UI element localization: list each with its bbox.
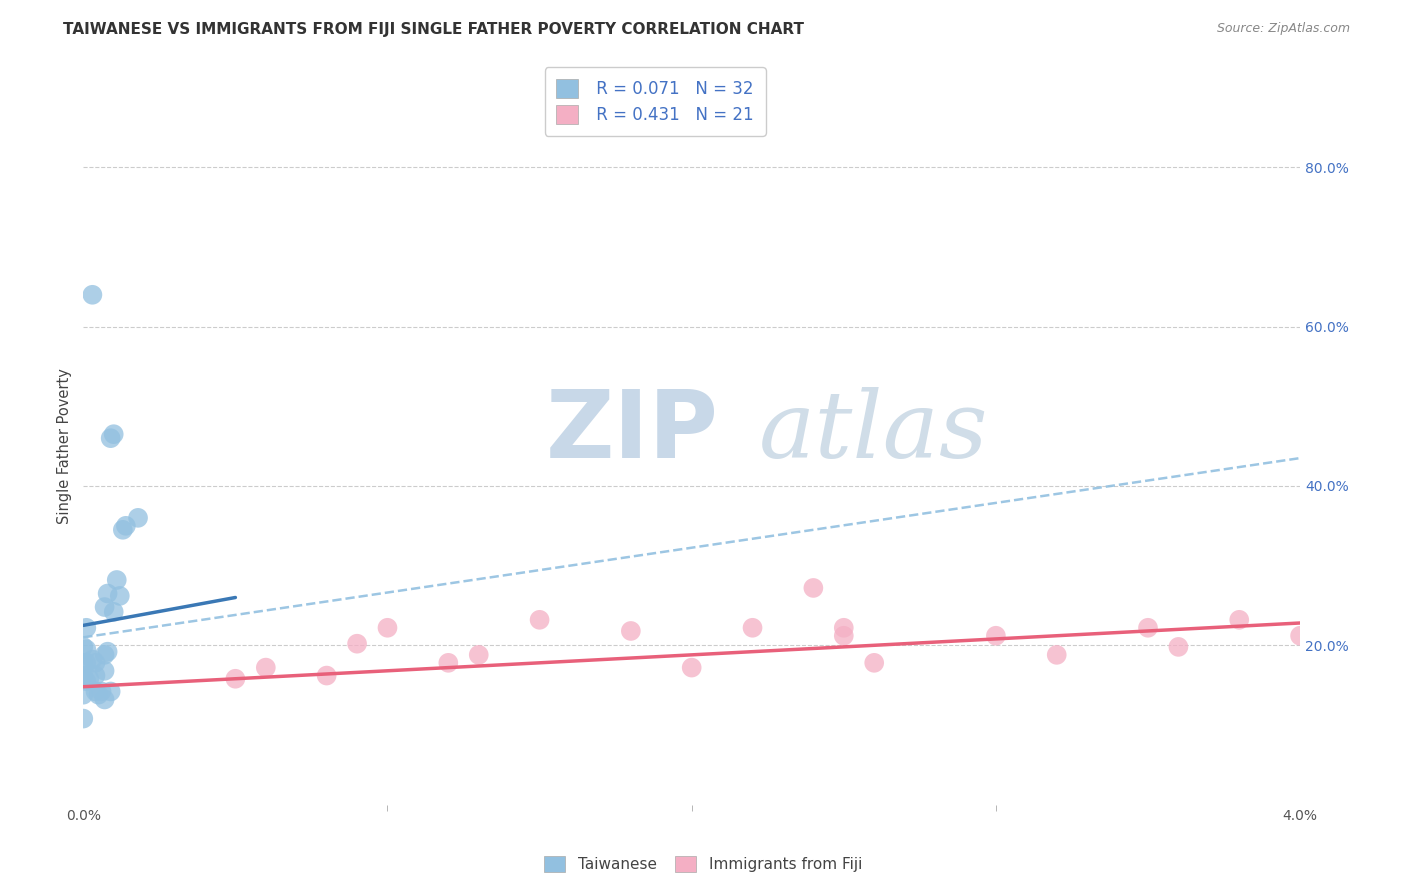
Point xyxy=(863,656,886,670)
Point xyxy=(84,656,107,670)
Legend:  R = 0.071   N = 32,  R = 0.431   N = 21: R = 0.071 N = 32, R = 0.431 N = 21 xyxy=(544,67,766,136)
Point xyxy=(1289,629,1312,643)
Point xyxy=(84,684,107,698)
Point xyxy=(377,621,399,635)
Point xyxy=(75,656,97,670)
Point xyxy=(346,637,368,651)
Point xyxy=(681,660,703,674)
Point xyxy=(72,640,94,654)
Point xyxy=(437,656,460,670)
Point xyxy=(100,684,122,698)
Point xyxy=(82,287,104,301)
Point xyxy=(72,656,94,670)
Point xyxy=(111,523,134,537)
Text: Source: ZipAtlas.com: Source: ZipAtlas.com xyxy=(1216,22,1350,36)
Point xyxy=(801,581,824,595)
Point xyxy=(108,589,131,603)
Point xyxy=(529,613,551,627)
Point xyxy=(87,688,110,702)
Point xyxy=(72,668,94,682)
Point xyxy=(224,672,246,686)
Point xyxy=(984,629,1007,643)
Point xyxy=(72,688,94,702)
Text: atlas: atlas xyxy=(759,387,988,477)
Point xyxy=(115,518,138,533)
Point xyxy=(75,621,97,635)
Point xyxy=(97,645,120,659)
Point xyxy=(82,652,104,666)
Point xyxy=(103,605,125,619)
Point xyxy=(93,692,115,706)
Point xyxy=(100,431,122,445)
Point xyxy=(1136,621,1159,635)
Point xyxy=(93,648,115,662)
Point xyxy=(1167,640,1189,654)
Point xyxy=(1046,648,1069,662)
Point xyxy=(1227,613,1250,627)
Point xyxy=(468,648,491,662)
Point xyxy=(254,660,277,674)
Point xyxy=(75,642,97,657)
Point xyxy=(620,624,643,638)
Legend: Taiwanese, Immigrants from Fiji: Taiwanese, Immigrants from Fiji xyxy=(537,848,869,880)
Point xyxy=(741,621,763,635)
Point xyxy=(75,674,97,689)
Point xyxy=(84,668,107,682)
Point xyxy=(93,664,115,678)
Point xyxy=(105,573,128,587)
Point xyxy=(72,712,94,726)
Point xyxy=(832,621,855,635)
Text: ZIP: ZIP xyxy=(546,386,718,478)
Point xyxy=(832,629,855,643)
Point xyxy=(127,511,149,525)
Y-axis label: Single Father Poverty: Single Father Poverty xyxy=(58,368,72,524)
Point xyxy=(93,600,115,615)
Point xyxy=(315,668,337,682)
Point xyxy=(103,427,125,442)
Point xyxy=(79,672,101,686)
Point xyxy=(90,684,112,698)
Text: TAIWANESE VS IMMIGRANTS FROM FIJI SINGLE FATHER POVERTY CORRELATION CHART: TAIWANESE VS IMMIGRANTS FROM FIJI SINGLE… xyxy=(63,22,804,37)
Point xyxy=(97,586,120,600)
